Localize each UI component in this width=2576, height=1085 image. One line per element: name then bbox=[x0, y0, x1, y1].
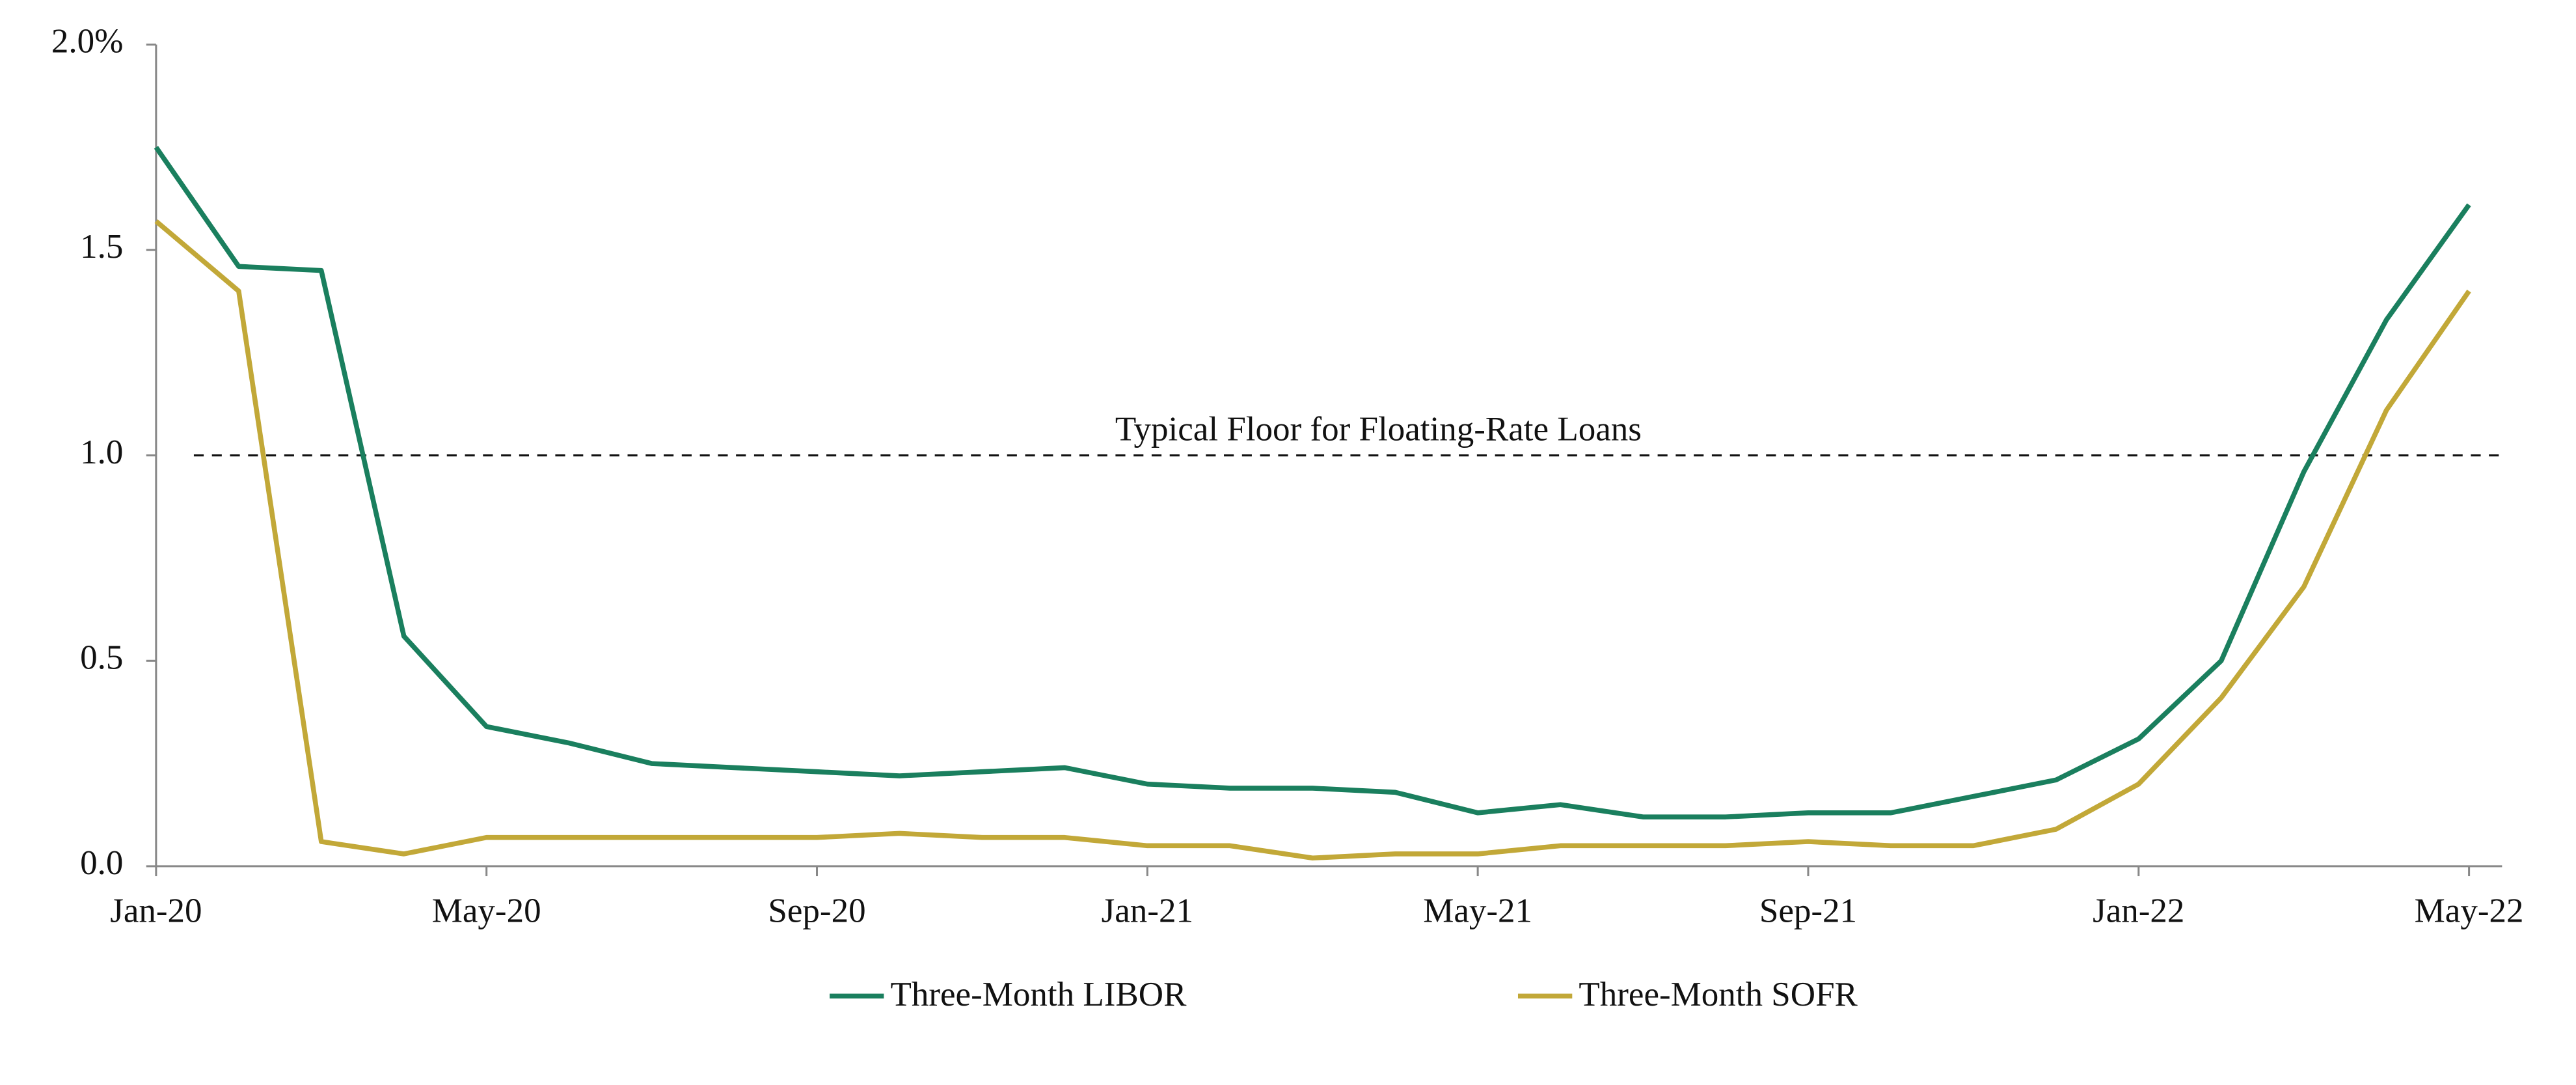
series-line bbox=[154, 219, 2471, 861]
x-tick-label: Jan-20 bbox=[110, 892, 202, 929]
y-tick-label: 2.0% bbox=[51, 23, 123, 61]
x-tick-label: Sep-21 bbox=[1759, 892, 1857, 929]
x-tick-label: May-20 bbox=[432, 892, 541, 929]
reference-label: Typical Floor for Floating-Rate Loans bbox=[1115, 411, 1642, 448]
legend-label: Three-Month SOFR bbox=[1579, 976, 1858, 1013]
y-tick-label: 0.0 bbox=[80, 844, 123, 882]
series-line bbox=[154, 146, 2471, 819]
x-tick-label: Sep-20 bbox=[768, 892, 865, 929]
y-tick-label: 0.5 bbox=[80, 639, 123, 676]
x-tick-label: Jan-21 bbox=[1102, 892, 1193, 929]
y-tick-label: 1.0 bbox=[80, 433, 123, 471]
x-tick-label: May-21 bbox=[1423, 892, 1532, 929]
x-tick-label: May-22 bbox=[2415, 892, 2524, 929]
x-tick-label: Jan-22 bbox=[2093, 892, 2184, 929]
y-tick-label: 1.5 bbox=[80, 228, 123, 266]
legend-label: Three-Month LIBOR bbox=[890, 976, 1187, 1013]
